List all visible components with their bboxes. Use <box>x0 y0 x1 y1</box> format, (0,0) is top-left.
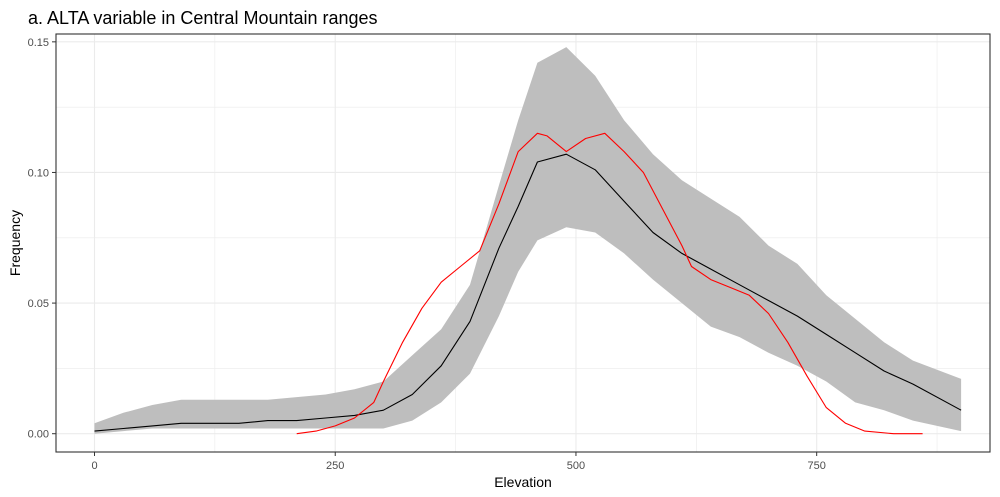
axis-layer: 0 250 500 750 0.00 0.05 0.10 0.15 <box>28 37 826 472</box>
y-axis-label: Frequency <box>7 210 23 276</box>
confidence-ribbon <box>94 47 962 434</box>
y-tick-label: 0.00 <box>28 429 49 441</box>
x-tick-label: 500 <box>567 460 585 472</box>
observed-line <box>296 132 923 435</box>
x-tick-label: 250 <box>326 460 344 472</box>
y-tick-label: 0.10 <box>28 167 49 179</box>
data-layer <box>94 47 962 435</box>
y-tick-label: 0.15 <box>28 37 49 49</box>
chart-title: a. ALTA variable in Central Mountain ran… <box>28 8 378 28</box>
panel-border <box>55 33 991 453</box>
y-tick-label: 0.05 <box>28 298 49 310</box>
x-axis-label: Elevation <box>494 474 552 490</box>
x-tick-label: 750 <box>808 460 826 472</box>
mean-line <box>94 153 962 432</box>
x-tick-label: 0 <box>91 460 97 472</box>
